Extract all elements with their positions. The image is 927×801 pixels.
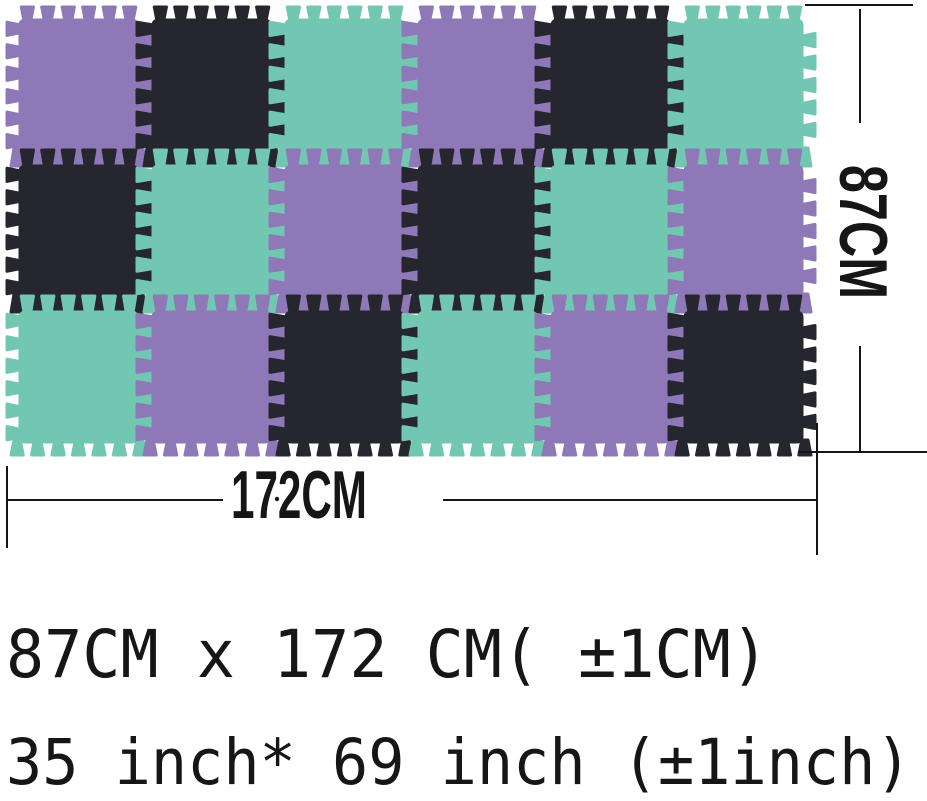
mat-tile-r1c2 bbox=[135, 5, 288, 168]
mat-tile-r2c5 bbox=[534, 148, 687, 314]
mat-tile-r3c3 bbox=[268, 294, 421, 457]
dimension-lines bbox=[6, 4, 927, 555]
mat-tile-r1c1 bbox=[5, 5, 155, 168]
mat-tile-r3c4 bbox=[401, 294, 554, 457]
mat-tiles bbox=[5, 5, 817, 457]
mat-tile-r1c3 bbox=[268, 5, 421, 168]
size-caption-cm: 87CM x 172 CM( ±1CM) bbox=[6, 616, 769, 693]
mat-tile-r1c5 bbox=[534, 5, 687, 168]
mat-tile-r2c3 bbox=[268, 148, 421, 314]
mat-tile-r2c4 bbox=[401, 148, 554, 314]
mat-tile-r3c1 bbox=[5, 294, 155, 457]
size-caption-inch: 35 inch* 69 inch (±1inch) bbox=[6, 726, 912, 799]
mat-tile-r3c2 bbox=[135, 294, 288, 457]
mat-tile-r2c2 bbox=[135, 148, 288, 314]
mat-tile-r1c4 bbox=[401, 5, 554, 168]
mat-tile-r2c6 bbox=[667, 148, 817, 314]
mat-tile-r2c1 bbox=[5, 148, 155, 314]
mat-tile-r3c6 bbox=[667, 294, 817, 457]
height-dimension-label: 87CM bbox=[825, 164, 901, 300]
mat-tile-r3c5 bbox=[534, 294, 687, 457]
mat-tile-r1c6 bbox=[667, 5, 817, 168]
width-dimension-label: 172CM bbox=[231, 457, 367, 533]
